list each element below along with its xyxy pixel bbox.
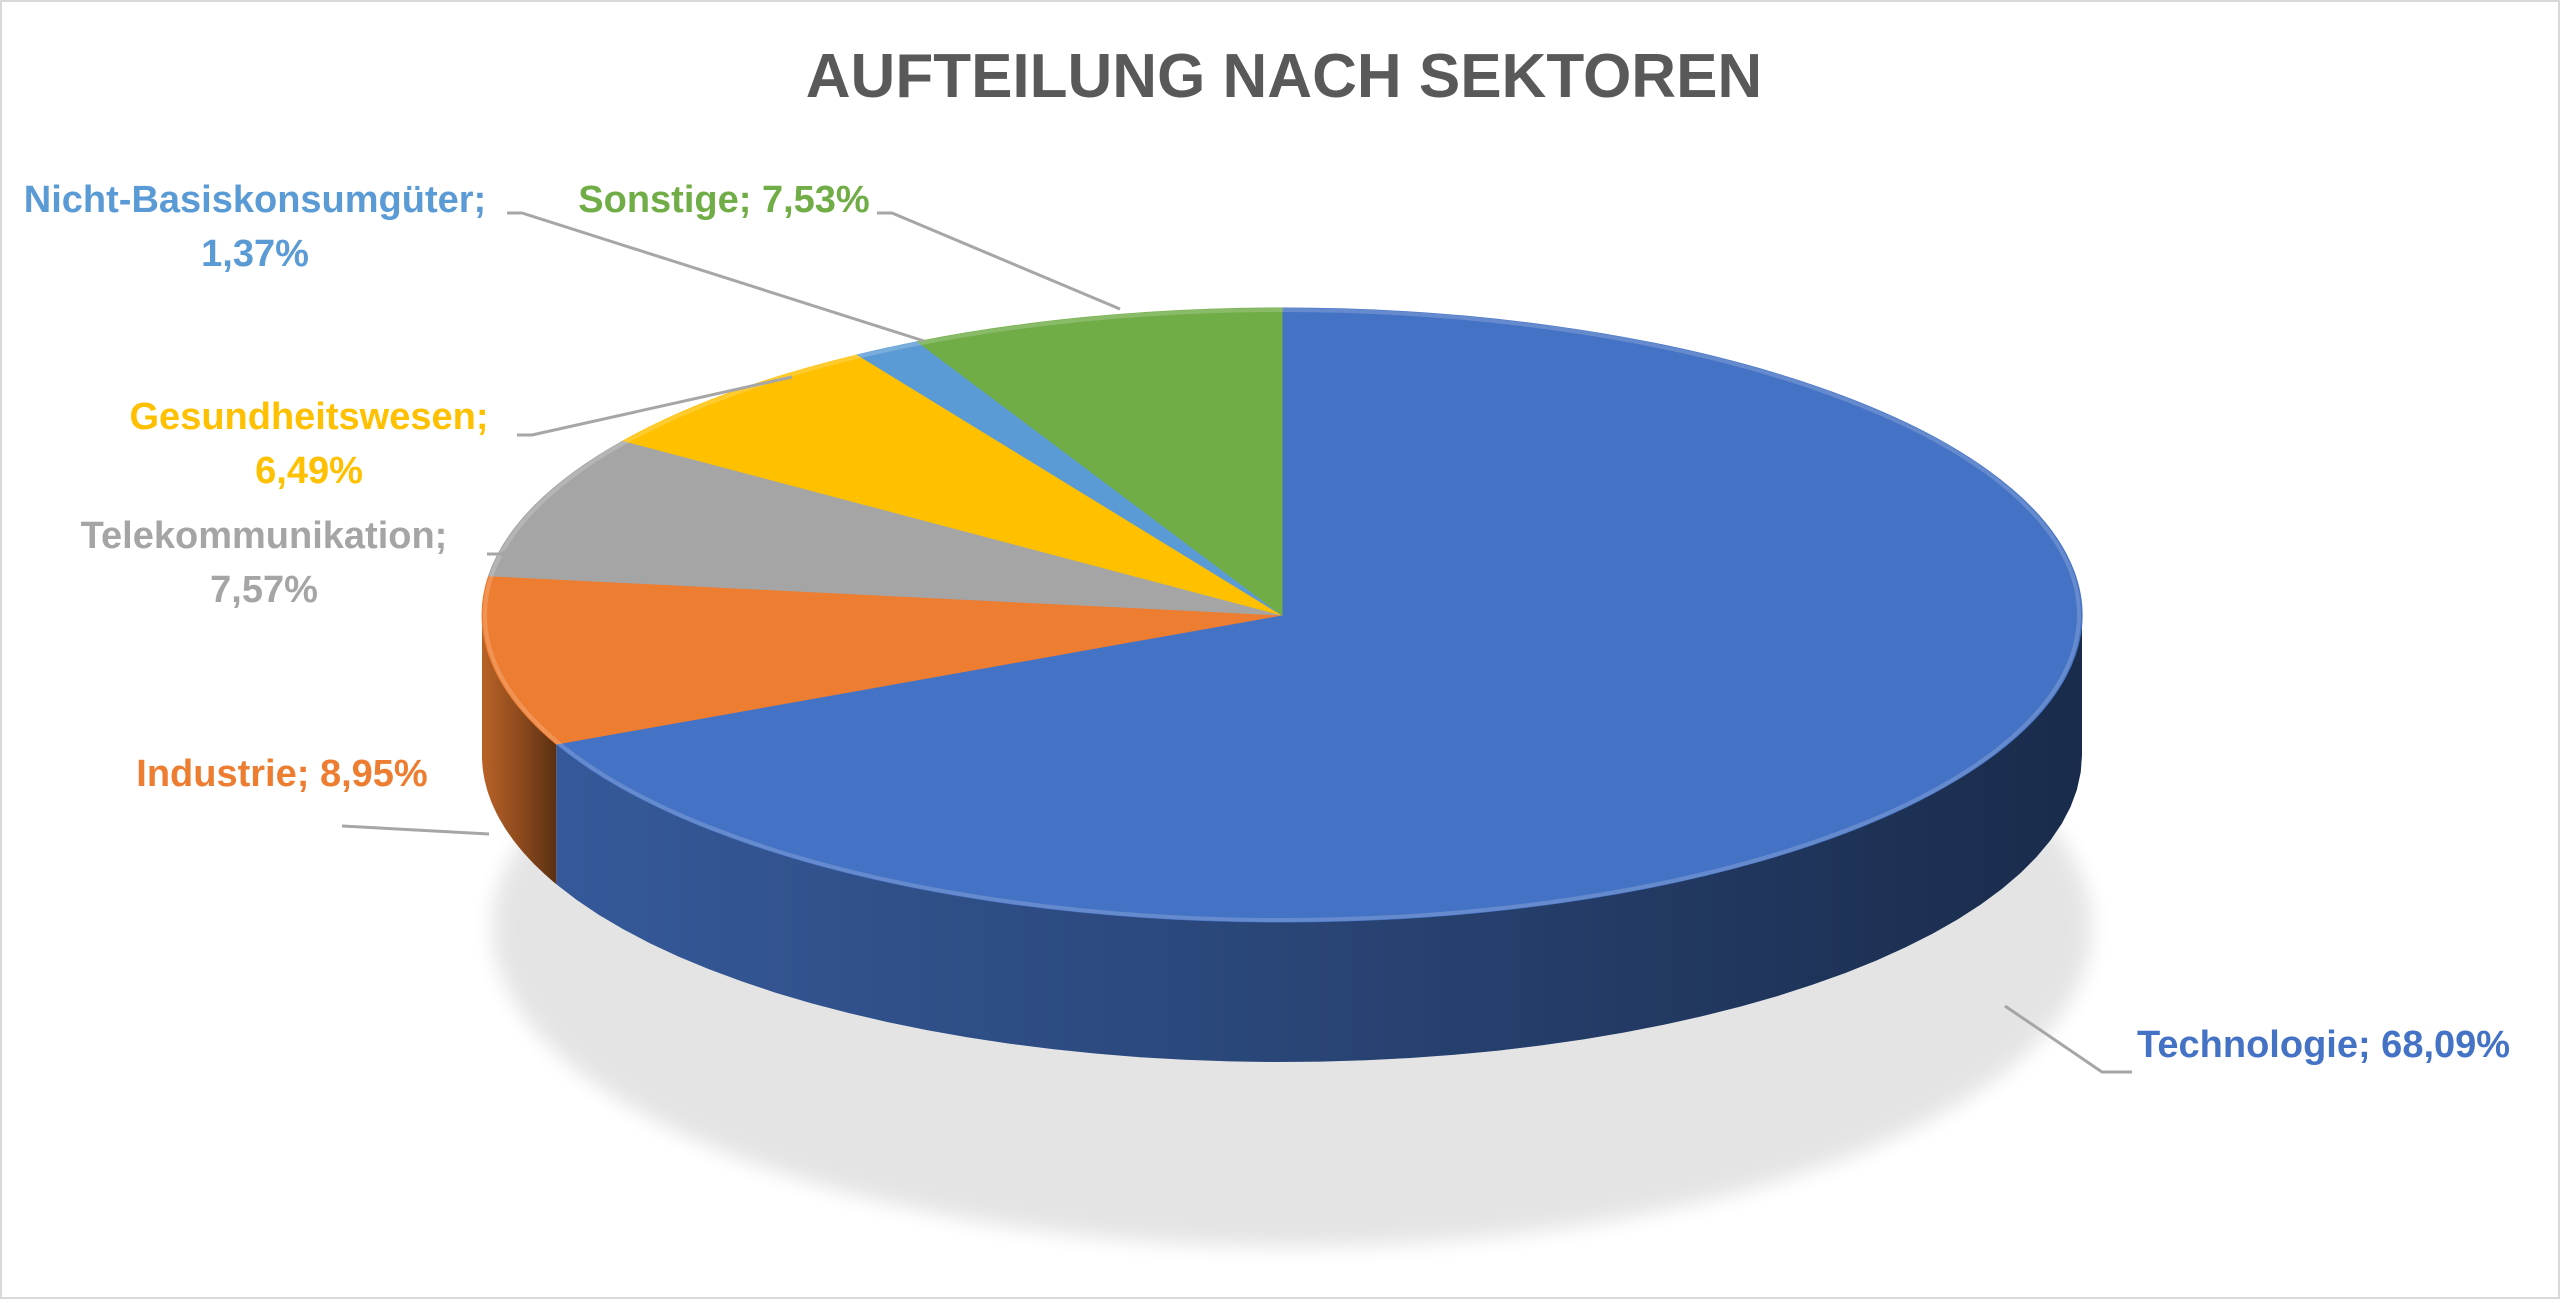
- leader-line-nicht-basiskonsumgueter: [507, 211, 925, 343]
- side-shade-industrie: [482, 615, 557, 885]
- data-label-technologie: Technologie; 68,09%: [2137, 1024, 2510, 1066]
- data-label-sonstige: Sonstige; 7,53%: [578, 179, 869, 221]
- leader-line-technologie: [2004, 1004, 2132, 1074]
- data-label-nicht-basiskonsumgueter: 1,37%: [201, 233, 309, 275]
- leader-line-sonstige: [877, 211, 1121, 311]
- data-labels: Technologie; 68,09% Industrie; 8,95% Telek…: [24, 179, 2510, 1066]
- slice-industrie: [481, 575, 1283, 745]
- data-label-gesundheitswesen: Gesundheitswesen;: [130, 396, 489, 438]
- pie-rim-highlight: [483, 308, 2081, 922]
- slice-technologie: [555, 307, 2083, 923]
- data-label-telekommunikation: 7,57%: [210, 569, 318, 611]
- slice-sonstige: [916, 307, 1283, 616]
- data-label-gesundheitswesen: 6,49%: [255, 450, 363, 492]
- data-label-telekommunikation: Telekommunikation;: [81, 515, 448, 557]
- side-shade-technologie: [556, 615, 2083, 1062]
- leader-line-telekommunikation: [487, 488, 581, 556]
- pie-sides: [482, 615, 2083, 1062]
- data-label-nicht-basiskonsumgueter: Nicht-Basiskonsumgüter;: [24, 179, 486, 221]
- slice-gesundheitswesen: [622, 354, 1283, 616]
- leader-line-industrie: [341, 824, 490, 836]
- pie-tops: [481, 307, 2083, 923]
- leader-line-gesundheitswesen: [517, 375, 793, 437]
- leader-lines: [341, 211, 2132, 1074]
- data-label-industrie: Industrie; 8,95%: [136, 753, 427, 795]
- slice-telekommunikation: [487, 440, 1283, 616]
- chart-title: AUFTEILUNG NACH SEKTOREN: [806, 42, 1762, 111]
